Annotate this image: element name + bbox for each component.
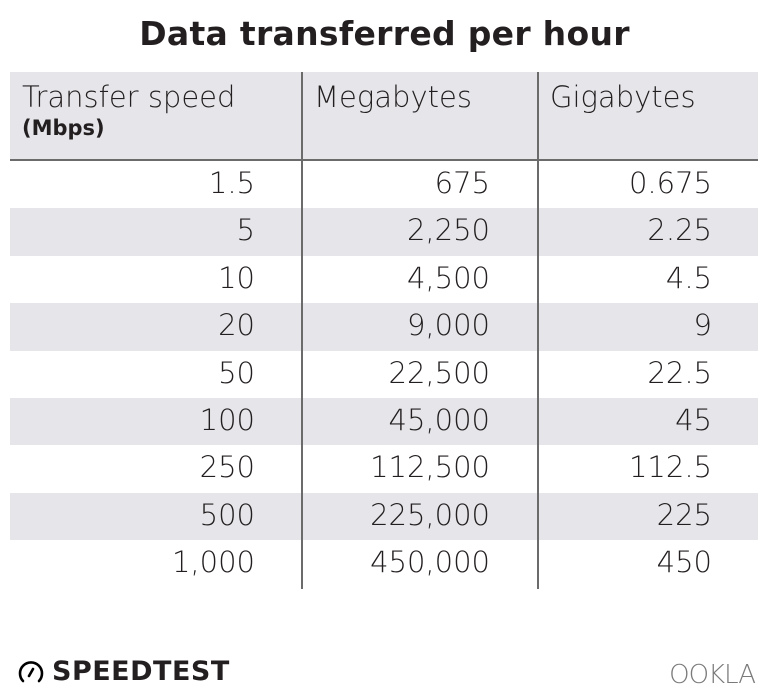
cell-speed: 1,000 [171, 545, 255, 580]
cell-gigabytes: 450 [656, 545, 712, 580]
table-row: 250 112,500 112.5 [10, 445, 758, 492]
cell-speed: 500 [199, 497, 255, 532]
table-row: 100 45,000 45 [10, 397, 758, 446]
column-divider [537, 72, 539, 589]
data-table: Transfer speed (Mbps) Megabytes Gigabyte… [10, 72, 758, 588]
cell-speed: 1.5 [208, 166, 255, 200]
cell-megabytes: 45,000 [388, 402, 490, 437]
cell-gigabytes: 9 [693, 308, 712, 343]
cell-megabytes: 450,000 [370, 545, 490, 580]
speedtest-wordmark: SPEEDTEST [52, 656, 230, 687]
table-row: 50 22,500 22.5 [10, 351, 758, 398]
table-row: 10 4,500 4.5 [10, 256, 758, 303]
cell-megabytes: 2,250 [406, 213, 490, 248]
cell-megabytes: 112,500 [370, 450, 490, 485]
cell-megabytes: 9,000 [406, 308, 490, 343]
header-megabytes: Megabytes [314, 80, 472, 114]
cell-speed: 50 [218, 355, 255, 390]
header-label: Transfer speed [22, 80, 236, 114]
chart-title: Data transferred per hour [139, 14, 630, 53]
cell-megabytes: 22,500 [388, 355, 490, 390]
table-row: 5 2,250 2.25 [10, 208, 758, 256]
cell-gigabytes: 225 [656, 497, 712, 532]
cell-speed: 10 [218, 260, 255, 295]
cell-gigabytes: 22.5 [647, 355, 712, 390]
table-row: 1.5 675 0.675 [10, 161, 758, 208]
speedometer-icon [18, 660, 44, 682]
cell-speed: 5 [236, 213, 255, 248]
header-unit: (Mbps) [22, 116, 105, 140]
ookla-logo: OOKLA [669, 660, 756, 690]
table-row: 500 225,000 225 [10, 492, 758, 541]
header-gigabytes: Gigabytes [550, 80, 696, 114]
cell-gigabytes: 45 [675, 402, 712, 437]
cell-speed: 250 [199, 450, 255, 485]
cell-megabytes: 225,000 [370, 497, 490, 532]
cell-speed: 100 [199, 402, 255, 437]
cell-gigabytes: 2.25 [647, 213, 712, 248]
cell-gigabytes: 4.5 [665, 260, 712, 295]
cell-speed: 20 [218, 308, 255, 343]
table-header: Transfer speed (Mbps) Megabytes Gigabyte… [10, 72, 758, 161]
table-row: 1,000 450,000 450 [10, 540, 758, 587]
speedtest-logo: SPEEDTEST [18, 656, 230, 687]
cell-megabytes: 675 [434, 166, 490, 200]
table-row: 20 9,000 9 [10, 303, 758, 351]
cell-gigabytes: 0.675 [628, 166, 712, 200]
header-transfer-speed: Transfer speed (Mbps) [22, 80, 235, 140]
column-divider [301, 72, 303, 589]
cell-gigabytes: 112.5 [628, 450, 712, 485]
cell-megabytes: 4,500 [406, 260, 490, 295]
